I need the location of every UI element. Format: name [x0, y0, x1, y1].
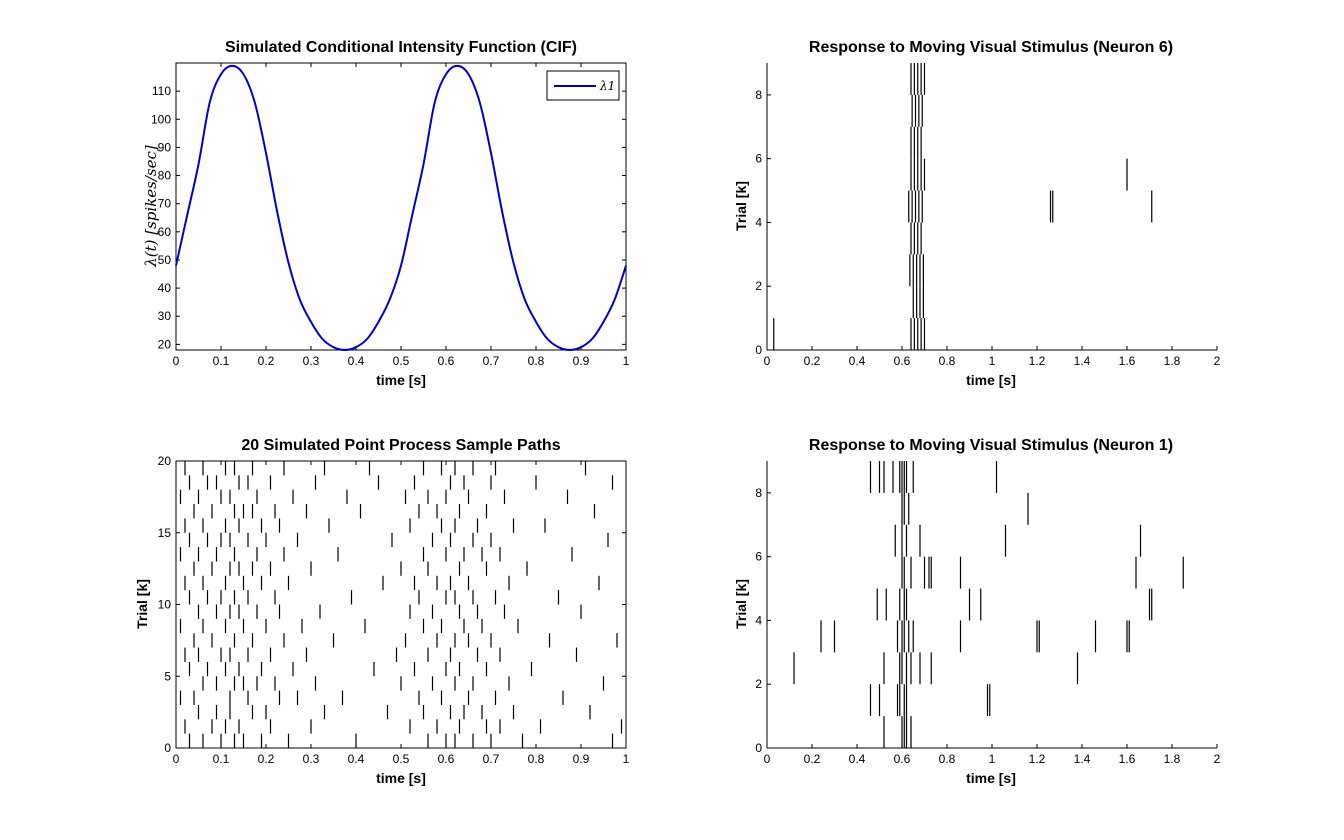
y-tick-label: 50: [158, 253, 172, 267]
x-tick-label: 0: [764, 752, 771, 766]
x-tick-label: 1.6: [1119, 752, 1136, 766]
x-tick-label: 0.9: [573, 354, 590, 368]
sample-paths-title: 20 Simulated Point Process Sample Paths: [241, 437, 560, 454]
x-tick-label: 1: [989, 752, 996, 766]
x-tick-label: 1.2: [1029, 354, 1046, 368]
sample-paths-raster-panel: 20 Simulated Point Process Sample Paths …: [134, 437, 630, 786]
sample-paths-ylabel: Trial [k]: [134, 579, 150, 629]
legend-label: λ1: [599, 79, 615, 93]
y-tick-label: 0: [164, 741, 171, 755]
x-tick-label: 0.2: [258, 752, 275, 766]
y-tick-label: 4: [755, 613, 762, 627]
x-tick-label: 0.7: [483, 752, 500, 766]
y-tick-label: 90: [158, 140, 172, 154]
x-tick-label: 0.4: [849, 354, 866, 368]
x-tick-label: 0.2: [258, 354, 275, 368]
x-tick-label: 0.1: [213, 752, 230, 766]
y-tick-label: 2: [755, 677, 762, 691]
x-tick-label: 0: [764, 354, 771, 368]
y-tick-label: 10: [158, 598, 172, 612]
neuron1-ylabel: Trial [k]: [733, 579, 749, 629]
y-tick-label: 6: [755, 152, 762, 166]
x-tick-label: 0.4: [348, 752, 365, 766]
x-tick-label: 1: [989, 354, 996, 368]
x-tick-label: 0.3: [303, 752, 320, 766]
y-tick-label: 6: [755, 550, 762, 564]
x-tick-label: 0.6: [894, 752, 911, 766]
x-tick-label: 1.2: [1029, 752, 1046, 766]
y-tick-label: 40: [158, 281, 172, 295]
y-tick-label: 80: [158, 169, 172, 183]
sample-paths-xlabel: time [s]: [376, 770, 426, 786]
x-tick-label: 0.2: [804, 354, 821, 368]
x-tick-label: 0.5: [393, 354, 410, 368]
x-tick-label: 1.8: [1164, 354, 1181, 368]
x-tick-label: 1: [623, 354, 630, 368]
y-tick-label: 60: [158, 225, 172, 239]
cif-plot-panel: Simulated Conditional Intensity Function…: [142, 39, 630, 388]
neuron6-title: Response to Moving Visual Stimulus (Neur…: [809, 39, 1173, 56]
y-tick-label: 100: [151, 112, 171, 126]
x-tick-label: 0.6: [894, 354, 911, 368]
cif-ylabel: λ(t) [spikes/sec]: [142, 145, 160, 268]
y-tick-label: 8: [755, 486, 762, 500]
y-tick-label: 15: [158, 526, 172, 540]
x-tick-label: 0.4: [849, 752, 866, 766]
y-tick-label: 8: [755, 88, 762, 102]
y-tick-label: 20: [158, 337, 172, 351]
cif-series-line-lambda1: [175, 64, 627, 352]
y-tick-label: 4: [755, 215, 762, 229]
cif-axes-box: [175, 62, 627, 351]
y-tick-label: 110: [152, 84, 171, 98]
x-tick-label: 0.7: [483, 354, 500, 368]
y-tick-label: 0: [755, 343, 762, 357]
y-tick-label: 70: [158, 197, 172, 211]
x-tick-label: 0.3: [303, 354, 320, 368]
x-tick-label: 0.8: [939, 354, 956, 368]
neuron6-raster-panel: Response to Moving Visual Stimulus (Neur…: [733, 39, 1221, 388]
x-tick-label: 2: [1214, 752, 1221, 766]
sample-paths-axes-box: [175, 460, 627, 749]
neuron1-raster-panel: Response to Moving Visual Stimulus (Neur…: [733, 437, 1221, 786]
x-tick-label: 0.4: [348, 354, 365, 368]
x-tick-label: 0.9: [573, 752, 590, 766]
x-tick-label: 0: [173, 752, 180, 766]
x-tick-label: 0.5: [393, 752, 410, 766]
x-tick-label: 1.6: [1119, 354, 1136, 368]
x-tick-label: 1.8: [1164, 752, 1181, 766]
x-tick-label: 0.6: [438, 354, 455, 368]
x-tick-label: 0.2: [804, 752, 821, 766]
y-tick-label: 20: [158, 454, 172, 468]
x-tick-label: 0.6: [438, 752, 455, 766]
x-tick-label: 0.8: [528, 752, 545, 766]
y-tick-label: 2: [755, 279, 762, 293]
neuron6-xlabel: time [s]: [966, 372, 1016, 388]
y-tick-label: 0: [755, 741, 762, 755]
x-tick-label: 1: [623, 752, 630, 766]
cif-title: Simulated Conditional Intensity Function…: [225, 39, 577, 56]
x-tick-label: 2: [1214, 354, 1221, 368]
cif-legend: λ1: [546, 70, 620, 101]
x-tick-label: 0.1: [213, 354, 230, 368]
neuron1-xlabel: time [s]: [966, 770, 1016, 786]
neuron1-axes-area: [767, 461, 1217, 748]
x-tick-label: 0.8: [939, 752, 956, 766]
neuron1-title: Response to Moving Visual Stimulus (Neur…: [809, 437, 1173, 454]
y-tick-label: 5: [164, 669, 171, 683]
neuron6-axes-area: [767, 63, 1217, 350]
x-tick-label: 1.4: [1074, 752, 1091, 766]
x-tick-label: 0: [173, 354, 180, 368]
cif-xlabel: time [s]: [376, 372, 426, 388]
y-tick-label: 30: [158, 309, 172, 323]
x-tick-label: 0.8: [528, 354, 545, 368]
x-tick-label: 1.4: [1074, 354, 1091, 368]
neuron6-ylabel: Trial [k]: [733, 181, 749, 231]
